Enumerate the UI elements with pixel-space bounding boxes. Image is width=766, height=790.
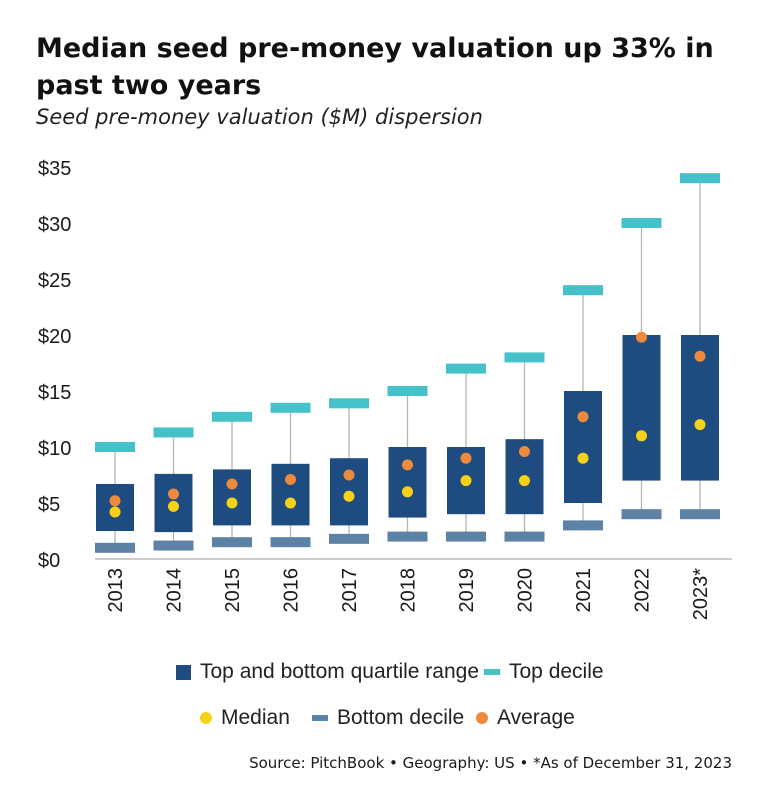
legend-label-bottom-decile: Bottom decile xyxy=(337,706,465,729)
x-tick-label: 2016 xyxy=(281,568,303,613)
median-point xyxy=(109,506,121,518)
bottom-decile-mark xyxy=(504,531,545,542)
top-decile-mark xyxy=(153,427,194,438)
top-decile-mark xyxy=(212,411,252,422)
top-decile-swatch xyxy=(484,669,500,675)
legend-label-quartile: Top and bottom quartile range xyxy=(200,660,480,683)
legend-item-bottom-decile: Bottom decile xyxy=(312,706,464,730)
quartile-swatch xyxy=(176,664,191,680)
legend-label-median: Median xyxy=(221,706,290,729)
average-point xyxy=(402,459,413,471)
x-tick-label: 2018 xyxy=(398,568,420,613)
bottom-decile-mark xyxy=(329,533,369,544)
x-tick-label: 2013 xyxy=(105,568,127,613)
average-point xyxy=(577,411,589,423)
x-tick-label: 2020 xyxy=(515,568,537,613)
average-point xyxy=(109,495,121,507)
top-decile-mark xyxy=(504,352,545,363)
median-point xyxy=(285,497,296,509)
average-point xyxy=(636,331,647,343)
median-point xyxy=(226,497,238,509)
legend-label-average: Average xyxy=(497,706,575,729)
top-decile-mark xyxy=(270,402,311,413)
bottom-decile-swatch xyxy=(312,715,328,721)
average-point xyxy=(519,445,530,457)
bottom-decile-mark xyxy=(212,537,252,548)
legend-item-top-decile: Top decile xyxy=(484,660,604,684)
x-tick-label: 2014 xyxy=(164,568,186,613)
average-swatch xyxy=(476,712,488,724)
bottom-decile-mark xyxy=(387,531,428,542)
bottom-decile-mark xyxy=(446,531,486,542)
y-tick-label: $0 xyxy=(38,550,60,572)
chart-title: Median seed pre-money valuation up 33% i… xyxy=(36,33,714,101)
quartile-box xyxy=(622,335,661,481)
x-tick-label: 2023* xyxy=(690,568,712,620)
average-point xyxy=(226,478,238,490)
top-decile-mark xyxy=(680,173,720,184)
legend-item-quartile: Top and bottom quartile range xyxy=(176,660,479,684)
y-tick-label: $10 xyxy=(38,438,71,460)
bottom-decile-mark xyxy=(153,540,194,551)
source-note: Source: PitchBook • Geography: US • *As … xyxy=(249,754,732,772)
top-decile-mark xyxy=(329,398,369,409)
x-tick-label: 2022 xyxy=(632,568,654,613)
median-point xyxy=(636,430,647,442)
top-decile-mark xyxy=(446,363,486,374)
bottom-decile-mark xyxy=(680,509,720,520)
quartile-box xyxy=(213,469,251,526)
bottom-decile-mark xyxy=(95,542,135,553)
y-tick-label: $25 xyxy=(38,270,71,292)
x-tick-label: 2015 xyxy=(222,568,244,613)
median-point xyxy=(343,490,355,502)
median-point xyxy=(694,419,706,431)
chart-subtitle: Seed pre-money valuation ($M) dispersion xyxy=(36,105,483,129)
quartile-box xyxy=(564,391,602,503)
y-tick-label: $15 xyxy=(38,382,71,404)
median-point xyxy=(577,452,589,464)
median-point xyxy=(519,475,530,487)
bottom-decile-mark xyxy=(563,520,603,531)
top-decile-mark xyxy=(387,386,428,396)
x-tick-label: 2019 xyxy=(456,568,478,613)
y-tick-label: $5 xyxy=(38,494,60,516)
bottom-decile-mark xyxy=(270,537,311,548)
legend-item-median: Median xyxy=(200,706,290,730)
top-decile-mark xyxy=(95,442,135,452)
median-point xyxy=(168,500,179,512)
y-tick-label: $35 xyxy=(38,158,71,180)
bottom-decile-mark xyxy=(621,509,662,520)
median-swatch xyxy=(200,712,212,724)
quartile-box xyxy=(388,447,427,518)
top-decile-mark xyxy=(621,218,662,228)
quartile-box xyxy=(271,463,310,526)
average-point xyxy=(694,350,706,362)
average-point xyxy=(460,452,472,464)
x-tick-label: 2017 xyxy=(339,568,361,613)
median-point xyxy=(460,475,472,487)
x-tick-label: 2021 xyxy=(573,568,595,613)
y-tick-label: $30 xyxy=(38,214,71,236)
average-point xyxy=(343,469,355,481)
legend-label-top-decile: Top decile xyxy=(509,660,604,683)
top-decile-mark xyxy=(563,285,603,296)
average-point xyxy=(285,473,296,485)
median-point xyxy=(402,486,413,498)
average-point xyxy=(168,488,179,500)
y-tick-label: $20 xyxy=(38,326,71,348)
legend-item-average: Average xyxy=(476,706,575,730)
